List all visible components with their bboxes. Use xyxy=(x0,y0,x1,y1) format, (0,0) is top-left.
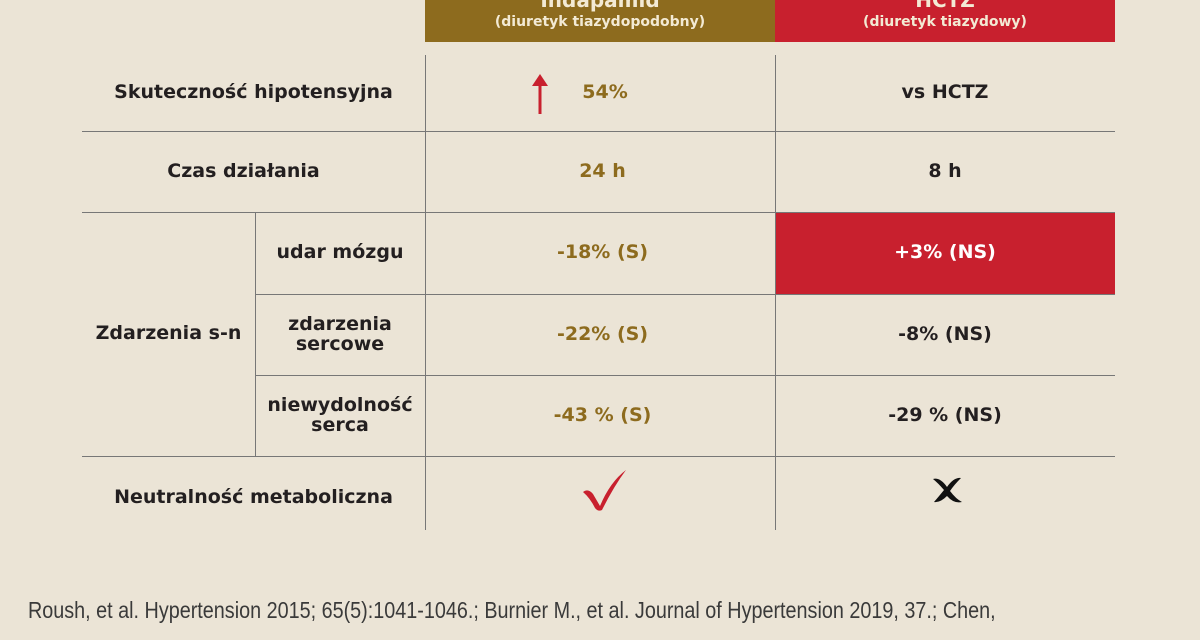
cell-value: -22% (S) xyxy=(556,322,649,345)
cell-value: 8 h xyxy=(928,159,962,182)
subrow-label: niewydolność serca xyxy=(267,393,413,436)
row-label: Skuteczność hipotensyjna xyxy=(114,81,393,104)
row-label: Neutralność metaboliczna xyxy=(114,486,393,509)
subrow-label: udar mózgu xyxy=(276,241,404,264)
cross-icon xyxy=(933,477,962,503)
header-title: Indapamid xyxy=(540,0,660,12)
check-icon xyxy=(583,470,626,511)
row-line xyxy=(82,212,1115,213)
cell-value: -43 % (S) xyxy=(553,403,652,426)
cell-value: 24 h xyxy=(579,159,626,182)
header-title: HCTZ xyxy=(915,0,975,12)
row-label: Czas działania xyxy=(167,159,320,182)
row-line xyxy=(82,456,1115,457)
cell-value: 54% xyxy=(582,81,628,104)
header-subtitle: (diuretyk tiazydowy) xyxy=(863,14,1027,30)
row-line xyxy=(255,375,1115,376)
cell-value: -18% (S) xyxy=(556,241,649,264)
cell-value: +3% (NS) xyxy=(894,241,996,264)
col-line xyxy=(425,55,426,530)
row-line xyxy=(82,131,1115,132)
col-line xyxy=(255,212,256,456)
highlight-cell xyxy=(775,212,1115,294)
citation: Roush, et al. Hypertension 2015; 65(5):1… xyxy=(28,597,996,623)
header-indapamid: Indapamid (diuretyk tiazydopodobny) xyxy=(425,0,775,42)
header-subtitle: (diuretyk tiazydopodobny) xyxy=(494,14,706,30)
row-line xyxy=(255,294,1115,295)
header-hctz: HCTZ (diuretyk tiazydowy) xyxy=(775,0,1115,42)
cell-value: vs HCTZ xyxy=(901,81,989,104)
subrow-label: zdarzenia sercowe xyxy=(288,312,392,355)
group-label: Zdarzenia s-n xyxy=(95,322,242,345)
cell-value: -8% (NS) xyxy=(898,322,992,345)
up-arrow-icon xyxy=(532,74,548,114)
cell-value: -29 % (NS) xyxy=(888,403,1002,426)
col-line xyxy=(775,55,776,530)
